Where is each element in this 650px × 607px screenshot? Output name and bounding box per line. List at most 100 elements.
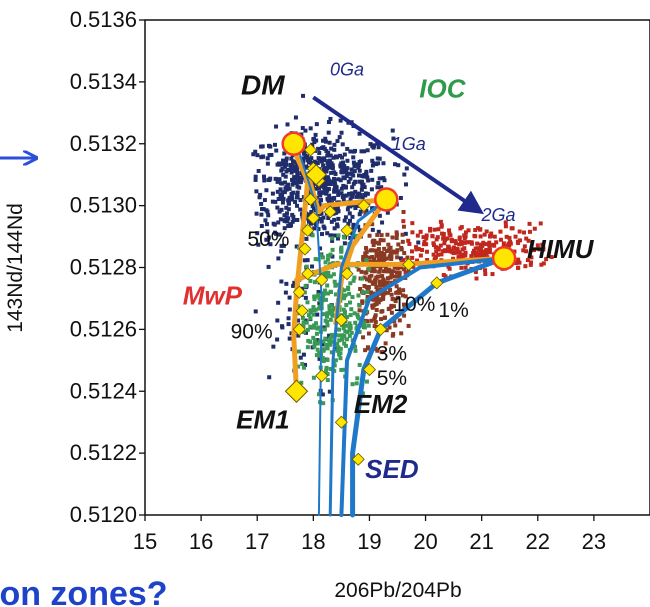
data-point: [375, 141, 380, 146]
data-point: [314, 331, 319, 336]
data-point: [348, 324, 353, 329]
model-marker: [402, 257, 416, 271]
data-point: [322, 270, 327, 275]
data-point: [343, 293, 348, 298]
data-point: [291, 180, 296, 185]
data-point: [381, 238, 386, 243]
model-marker: [362, 363, 377, 377]
data-point: [282, 180, 287, 185]
data-point: [295, 364, 300, 369]
data-point: [489, 231, 494, 236]
data-point: [347, 291, 352, 296]
data-point: [394, 230, 399, 235]
data-point: [336, 189, 341, 194]
data-point: [319, 219, 324, 224]
data-point: [377, 213, 382, 218]
data-point: [331, 196, 336, 201]
data-point: [302, 258, 307, 263]
data-point: [320, 271, 325, 276]
data-point: [326, 270, 331, 275]
data-point: [310, 142, 315, 147]
data-point: [308, 221, 313, 226]
data-point: [454, 246, 459, 251]
data-point: [268, 144, 273, 149]
x-tick-label: 23: [582, 529, 606, 554]
data-point: [268, 176, 273, 181]
data-point: [313, 307, 318, 312]
data-point: [323, 297, 328, 302]
model-marker: [351, 452, 365, 466]
data-point: [295, 167, 300, 172]
data-point: [328, 367, 333, 372]
data-point: [344, 171, 349, 176]
data-point: [284, 211, 289, 216]
end-member-label: IOC: [419, 73, 466, 103]
data-point: [294, 195, 299, 200]
data-point: [296, 304, 301, 309]
data-point: [315, 161, 320, 166]
data-point: [341, 307, 346, 312]
data-point: [311, 325, 316, 330]
data-point: [323, 139, 328, 144]
data-point: [463, 234, 468, 239]
data-point: [289, 156, 294, 161]
model-marker: [298, 242, 312, 256]
data-point: [325, 314, 330, 319]
data-point: [339, 169, 344, 174]
data-point: [276, 300, 281, 305]
data-point: [289, 194, 294, 199]
data-point: [303, 164, 308, 169]
data-point: [291, 214, 296, 219]
data-point: [370, 255, 375, 260]
data-point: [309, 209, 314, 214]
data-point: [360, 195, 365, 200]
data-point: [531, 248, 536, 253]
data-point: [452, 245, 457, 250]
data-point: [418, 253, 423, 258]
data-point: [332, 217, 337, 222]
data-point: [261, 207, 266, 212]
data-point: [341, 183, 346, 188]
data-point: [277, 232, 282, 237]
data-point: [449, 239, 454, 244]
data-point: [474, 250, 479, 255]
data-point: [473, 246, 478, 251]
data-point: [374, 301, 379, 306]
data-point: [328, 335, 333, 340]
data-point: [278, 187, 283, 192]
data-point: [528, 262, 533, 267]
data-point: [326, 216, 331, 221]
data-point: [475, 226, 480, 231]
data-point: [371, 243, 376, 248]
data-point: [376, 229, 381, 234]
y-tick-label: 0.5124: [70, 378, 137, 403]
data-point: [265, 229, 270, 234]
data-point: [488, 234, 493, 239]
data-point: [326, 274, 331, 279]
data-point: [317, 202, 322, 207]
x-tick-label: 15: [133, 529, 157, 554]
data-point: [399, 245, 404, 250]
data-point: [397, 273, 402, 278]
data-point: [265, 161, 270, 166]
data-point: [353, 320, 358, 325]
data-point: [268, 242, 273, 247]
data-point: [332, 233, 337, 238]
data-point: [513, 234, 518, 239]
data-point: [343, 184, 348, 189]
data-point: [532, 226, 537, 231]
data-point: [308, 126, 313, 131]
data-point: [302, 365, 307, 370]
model-marker: [292, 285, 306, 299]
data-point: [529, 255, 534, 260]
data-point: [328, 290, 333, 295]
data-point: [303, 318, 308, 323]
data-point: [348, 313, 353, 318]
big-model-marker: [284, 379, 309, 403]
data-point: [364, 246, 369, 251]
data-point: [394, 274, 399, 279]
data-point: [279, 279, 284, 284]
data-point: [339, 186, 344, 191]
data-point: [273, 176, 278, 181]
data-point: [306, 212, 311, 217]
